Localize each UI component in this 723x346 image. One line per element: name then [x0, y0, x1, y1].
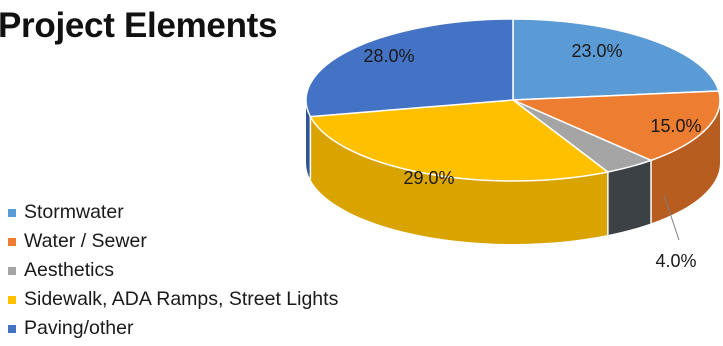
legend-label: Sidewalk, ADA Ramps, Street Lights [24, 288, 339, 310]
legend-label: Aesthetics [24, 259, 114, 281]
leader-line-aesthetics [663, 194, 680, 241]
pie-slice-sidewalk-ada-ramps-street-lights [309, 99, 610, 182]
legend: Stormwater Water / Sewer Aesthetics Sidewal… [8, 198, 338, 343]
data-label-water-sewer: 15.0% [650, 116, 701, 136]
legend-swatch [8, 208, 16, 217]
legend-label: Water / Sewer [24, 230, 147, 252]
data-label-paving-other: 28.0% [363, 46, 414, 66]
legend-swatch [8, 295, 16, 304]
legend-item-water-sewer: Water / Sewer [8, 227, 338, 256]
legend-item-sidewalk-ada-ramps-street-lights: Sidewalk, ADA Ramps, Street Lights [8, 285, 338, 314]
chart-title: Project Elements [0, 6, 278, 45]
pie-slice-paving-other [305, 18, 514, 118]
data-label-aesthetics: 4.0% [655, 251, 696, 271]
legend-item-stormwater: Stormwater [8, 198, 338, 227]
legend-swatch [8, 237, 16, 246]
pie-slice-stormwater [512, 18, 720, 101]
pie-slice-water-sewer [512, 90, 721, 162]
legend-swatch [8, 266, 16, 275]
data-label-stormwater: 23.0% [571, 41, 622, 61]
pie-side-water-sewer [651, 100, 720, 224]
pie-side-sidewalk-ada-ramps-street-lights [310, 116, 608, 244]
legend-label: Stormwater [24, 201, 124, 223]
legend-item-aesthetics: Aesthetics [8, 256, 338, 285]
data-label-sidewalk-ada-ramps-street-lights: 29.0% [403, 168, 454, 188]
pie-side-aesthetics [607, 160, 652, 235]
legend-label: Paving/other [24, 317, 134, 339]
legend-item-paving-other: Paving/other [8, 314, 338, 343]
pie-side-paving-other [306, 100, 311, 180]
legend-swatch [8, 324, 16, 333]
